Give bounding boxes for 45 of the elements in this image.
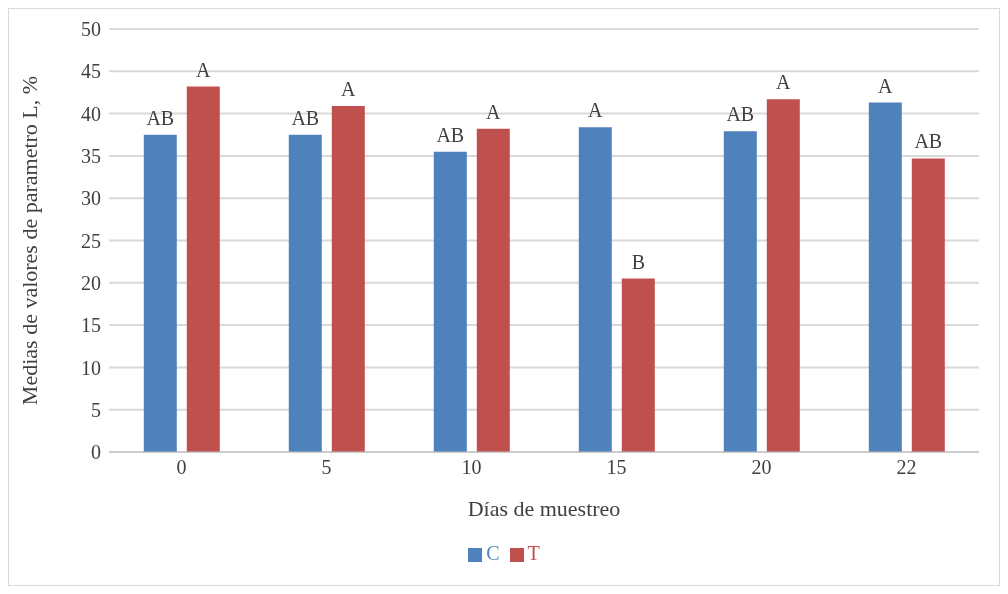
- y-tick-label: 0: [91, 441, 101, 464]
- data-label: AB: [146, 106, 175, 129]
- bar: [331, 105, 365, 452]
- x-tick-label: 20: [751, 456, 772, 479]
- bar: [723, 131, 757, 452]
- data-label: A: [878, 74, 894, 97]
- y-tick-label: 20: [81, 271, 101, 294]
- bar: [186, 86, 220, 452]
- bar: [288, 134, 322, 452]
- data-label: A: [196, 58, 212, 81]
- data-label: AB: [726, 103, 755, 126]
- x-tick-label: 22: [896, 456, 917, 479]
- bar: [766, 99, 800, 452]
- y-tick-label: 5: [91, 398, 101, 421]
- y-tick-label: 45: [81, 60, 101, 83]
- y-tick-label: 35: [81, 145, 101, 167]
- data-label: B: [631, 250, 645, 273]
- data-label: AB: [291, 106, 320, 129]
- y-axis-title: Medias de valores de parametro L, %: [16, 75, 42, 406]
- data-label: A: [341, 77, 357, 100]
- data-label: AB: [914, 130, 943, 153]
- x-tick-label: 0: [176, 456, 187, 479]
- x-tick-label: 10: [461, 456, 482, 479]
- data-label: A: [486, 100, 502, 123]
- y-tick-label: 50: [81, 18, 101, 41]
- data-label: A: [588, 99, 604, 122]
- bar: [433, 151, 467, 452]
- bar: [476, 128, 510, 452]
- x-tick-label: 5: [321, 456, 332, 479]
- legend-label: T: [527, 542, 540, 564]
- bar: [578, 127, 612, 452]
- y-tick-label: 40: [81, 102, 101, 125]
- bar: [143, 134, 177, 452]
- y-tick-label: 25: [81, 229, 101, 252]
- bar: [911, 158, 945, 452]
- data-label: A: [776, 71, 792, 94]
- x-axis-title: Días de muestreo: [467, 496, 621, 521]
- data-label: AB: [436, 123, 465, 146]
- legend-label: C: [486, 542, 500, 564]
- y-tick-label: 15: [81, 314, 101, 337]
- bar: [621, 278, 655, 452]
- bar: [868, 102, 902, 452]
- x-tick-label: 15: [606, 456, 627, 479]
- y-tick-label: 30: [81, 187, 101, 210]
- y-tick-label: 10: [81, 356, 101, 379]
